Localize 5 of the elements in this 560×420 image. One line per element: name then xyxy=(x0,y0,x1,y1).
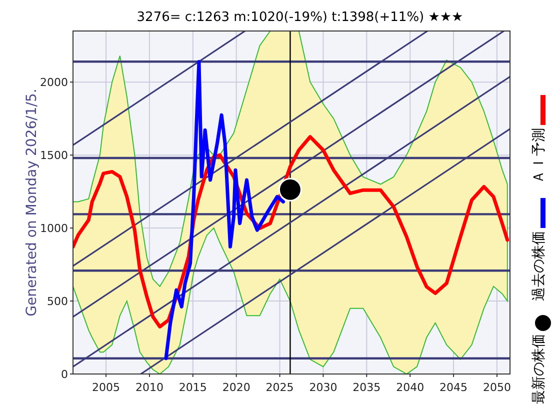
legend-label: ＡＩ予測 xyxy=(531,128,547,184)
title: 3276= c:1263 m:1020(-19%) t:1398(+11%) ★★★ xyxy=(136,10,464,25)
legend-label: 最新の株価 xyxy=(531,334,547,404)
ylabel: Generated on Monday 2026/1/5. xyxy=(24,88,40,316)
legend-label: 過去の株価 xyxy=(531,231,547,301)
